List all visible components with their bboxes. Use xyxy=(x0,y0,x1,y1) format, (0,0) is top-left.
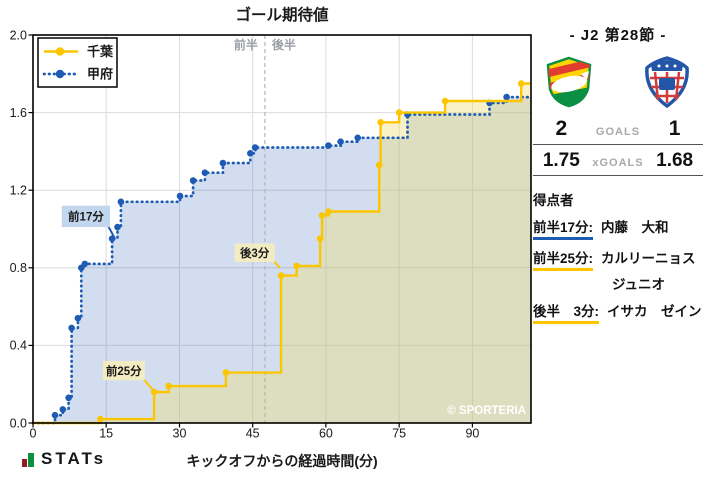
shot-marker-甲府 xyxy=(59,406,67,413)
shot-marker-千葉 xyxy=(293,262,300,270)
y-tick-label: 0.8 xyxy=(10,261,27,275)
annotation-label: 前17分 xyxy=(68,210,104,224)
y-tick-label: 1.6 xyxy=(10,106,27,120)
y-tick-label: 2.0 xyxy=(10,28,27,42)
shot-marker-甲府 xyxy=(51,411,59,419)
shot-marker-甲府 xyxy=(201,169,209,176)
scorer-row: 前半17分: 内藤 大和 xyxy=(533,216,703,240)
stats-logo-bar-icon xyxy=(22,459,27,467)
shot-marker-甲府 xyxy=(176,192,184,200)
x-tick-label: 60 xyxy=(319,427,333,441)
home-goals: 2 xyxy=(555,117,568,140)
x-tick-label: 45 xyxy=(246,427,260,441)
shot-marker-甲府 xyxy=(74,314,82,322)
shot-marker-甲府 xyxy=(354,134,362,142)
legend-sample-marker xyxy=(55,69,65,79)
scorer-time: 前半25分: xyxy=(533,247,594,271)
sporteria-watermark: © SPORTERIA xyxy=(447,405,526,417)
home-team-logo-icon xyxy=(546,56,592,108)
shot-marker-甲府 xyxy=(247,150,254,157)
series-area-甲府 xyxy=(33,97,531,423)
legend-sample-marker xyxy=(55,47,65,56)
stats-logo: STATs xyxy=(22,450,106,467)
match-summary-panel: - J2 第28節 - xyxy=(533,24,703,324)
shot-marker-甲府 xyxy=(65,394,72,402)
shot-marker-千葉 xyxy=(517,80,525,87)
away-goals: 1 xyxy=(668,117,681,140)
shot-marker-甲府 xyxy=(219,159,227,167)
legend-label: 甲府 xyxy=(87,67,113,82)
x-tick-label: 0 xyxy=(30,427,37,441)
scorer-time: 前半17分: xyxy=(533,216,594,240)
goals-label: GOALS xyxy=(595,126,641,138)
chart-title: ゴール期待値 xyxy=(235,5,329,24)
legend-box xyxy=(37,37,118,88)
xgoals-row: 1.75 xGOALS 1.68 xyxy=(533,150,703,172)
shot-marker-千葉 xyxy=(318,212,326,219)
scorer-row: 後半 3分: イサカ ゼイン xyxy=(533,300,703,324)
shot-marker-甲府 xyxy=(503,93,510,101)
shot-marker-千葉 xyxy=(325,208,332,215)
home-xgoals: 1.75 xyxy=(542,150,580,171)
shot-marker-千葉 xyxy=(277,272,285,279)
legend-label: 千葉 xyxy=(87,44,114,59)
shot-marker-甲府 xyxy=(117,198,125,206)
series-line-甲府 xyxy=(31,95,533,425)
stats-logo-bar-icon xyxy=(28,453,34,467)
scorer-name: 内藤 大和 xyxy=(601,220,669,235)
x-tick-label: 30 xyxy=(173,427,187,441)
second-half-label: 後半 xyxy=(272,37,296,52)
scorer-row: 前半25分: カルリーニョス xyxy=(533,247,703,271)
x-tick-label: 15 xyxy=(99,427,113,441)
goals-divider xyxy=(533,144,703,145)
xgoals-divider xyxy=(533,175,703,176)
annotation-label: 前25分 xyxy=(106,364,142,378)
x-axis-label: キックオフからの経過時間(分) xyxy=(186,453,377,469)
annotation-box xyxy=(102,360,145,381)
annotation-box xyxy=(234,243,275,262)
annotation-box xyxy=(61,205,111,228)
shot-marker-甲府 xyxy=(251,144,259,151)
away-xgoals: 1.68 xyxy=(656,150,694,171)
shot-marker-甲府 xyxy=(68,324,75,332)
shot-marker-千葉 xyxy=(377,119,384,126)
plot-border xyxy=(32,34,532,424)
stats-brand-text: STATs xyxy=(41,449,107,468)
x-tick-label: 90 xyxy=(465,427,479,441)
shot-marker-千葉 xyxy=(97,415,104,423)
annotation-label: 後3分 xyxy=(240,246,270,260)
series-area-千葉 xyxy=(33,83,531,423)
shot-marker-甲府 xyxy=(189,177,197,184)
shot-marker-千葉 xyxy=(165,382,172,390)
shot-marker-千葉 xyxy=(375,161,383,169)
shot-marker-甲府 xyxy=(337,138,344,145)
scorers-list: 前半17分: 内藤 大和 前半25分: カルリーニョスジュニオ 後半 3分: イサカ ゼイ… xyxy=(533,216,703,324)
shot-marker-甲府 xyxy=(325,142,332,149)
scorer-time: 後半 3分: xyxy=(533,300,600,324)
scorer-name: カルリーニョス xyxy=(601,251,696,266)
first-half-label: 前半 xyxy=(234,37,258,52)
y-tick-label: 0.4 xyxy=(10,339,27,353)
shot-marker-千葉 xyxy=(395,109,403,116)
goals-row: 2 GOALS 1 xyxy=(533,117,703,141)
shot-marker-甲府 xyxy=(114,223,121,231)
team-logos-row xyxy=(533,56,703,108)
scorer-name: イサカ ゼイン xyxy=(607,304,702,319)
scorers-title: 得点者 xyxy=(533,193,574,208)
shot-marker-千葉 xyxy=(316,235,324,242)
shot-marker-千葉 xyxy=(441,97,449,105)
shot-marker-千葉 xyxy=(222,369,230,376)
y-tick-label: 0.0 xyxy=(10,416,27,430)
shot-marker-甲府 xyxy=(81,260,89,268)
y-tick-label: 1.2 xyxy=(10,184,27,198)
scorer-name: ジュニオ xyxy=(612,277,666,292)
x-tick-label: 75 xyxy=(392,427,406,441)
match-round-title: - J2 第28節 - xyxy=(569,27,667,44)
xgoals-label: xGOALS xyxy=(592,157,644,169)
away-team-logo-icon xyxy=(645,56,689,108)
